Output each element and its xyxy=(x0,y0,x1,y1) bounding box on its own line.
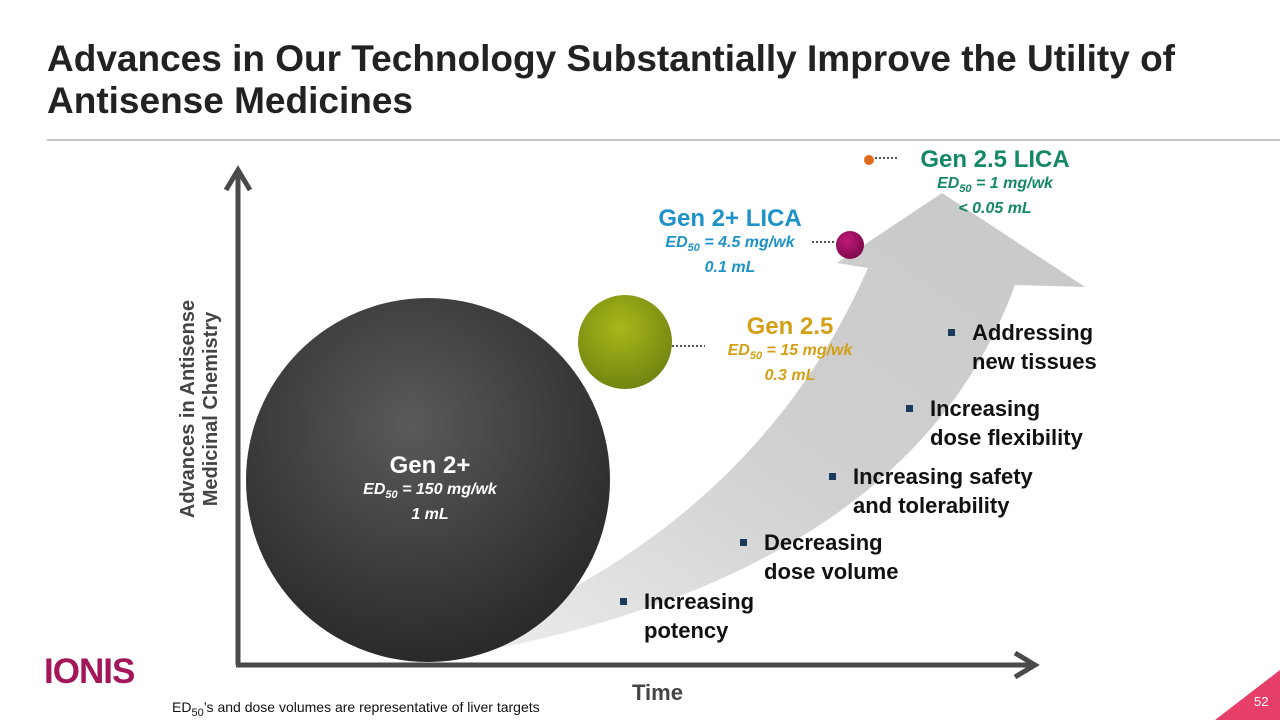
bullet-square-icon xyxy=(620,598,627,605)
gen25-label: Gen 2.5 ED50 = 15 mg/wk 0.3 mL xyxy=(727,313,853,385)
gen2plus-circle xyxy=(246,298,610,662)
gen2plus-lica-circle xyxy=(836,231,864,259)
page-number: 52 xyxy=(1254,694,1269,709)
footnote: ED50’s and dose volumes are representati… xyxy=(172,699,540,719)
bullet-flexibility: Increasing dose flexibility xyxy=(904,394,1083,452)
y-axis-label: Advances in Antisense Medicinal Chemistr… xyxy=(177,299,222,519)
progress-arrow xyxy=(380,193,1085,668)
y-axis-arrowhead xyxy=(223,165,253,192)
bullet-potency: Increasing potency xyxy=(618,587,754,645)
gen25-lica-circle xyxy=(864,155,874,165)
bullet-safety: Increasing safety and tolerability xyxy=(827,462,1033,520)
bullet-square-icon xyxy=(740,539,747,546)
bullet-square-icon xyxy=(829,473,836,480)
gen25-lica-label: Gen 2.5 LICA ED50 = 1 mg/wk < 0.05 mL xyxy=(920,146,1070,218)
bullet-new-tissues: Addressing new tissues xyxy=(946,318,1097,376)
ionis-logo: IONIS xyxy=(44,652,135,691)
bullet-square-icon xyxy=(948,329,955,336)
gen2plus-label: Gen 2+ ED50 = 150 mg/wk 1 mL xyxy=(363,452,497,524)
gen2plus-lica-label: Gen 2+ LICA ED50 = 4.5 mg/wk 0.1 mL xyxy=(658,205,802,277)
x-axis-arrowhead xyxy=(1013,650,1040,680)
gen25-circle xyxy=(578,295,672,389)
slide-title: Advances in Our Technology Substantially… xyxy=(47,38,1175,121)
title-divider xyxy=(47,139,1280,141)
bullet-dose-volume: Decreasing dose volume xyxy=(738,528,898,586)
bullet-square-icon xyxy=(906,405,913,412)
x-axis-label: Time xyxy=(632,680,683,705)
corner-accent xyxy=(1215,670,1280,720)
